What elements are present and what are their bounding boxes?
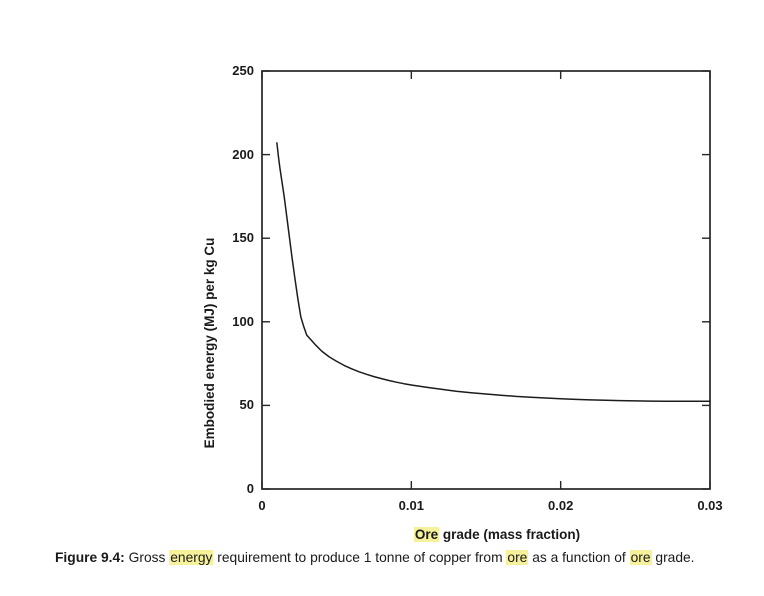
y-axis-title: Embodied energy (MJ) per kg Cu [202, 237, 217, 449]
highlighted-term: Ore [413, 527, 440, 542]
x-axis-title: Ore grade (mass fraction) [347, 527, 647, 542]
text-segment: grade (mass fraction) [439, 527, 581, 542]
text-segment: requirement to produce 1 tonne of copper… [213, 550, 507, 565]
embodied-energy-vs-ore-grade-curve [276, 142, 711, 402]
figure-caption: Figure 9.4: Gross energy requirement to … [55, 550, 695, 565]
text-segment: as a function of [528, 550, 630, 565]
highlighted-term: ore [506, 550, 529, 565]
figure-number-label: Figure 9.4: [55, 550, 125, 565]
highlighted-term: energy [169, 550, 214, 565]
text-segment: Gross [124, 550, 170, 565]
highlighted-term: ore [629, 550, 652, 565]
plot-border [261, 70, 711, 490]
text-segment: grade. [651, 550, 695, 565]
figure-caption-text: Gross energy requirement to produce 1 to… [125, 550, 695, 565]
